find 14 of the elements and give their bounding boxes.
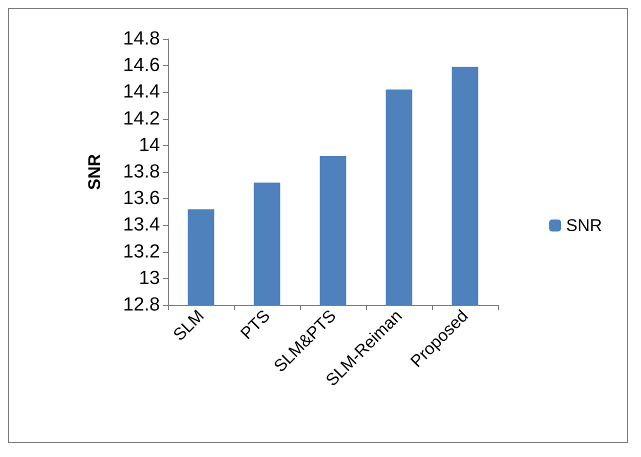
y-tick-label: 13.8 xyxy=(123,162,160,182)
y-tick-label: 13 xyxy=(138,268,160,289)
y-tick-label: 14 xyxy=(138,134,160,156)
y-tick-label: 14.6 xyxy=(123,55,160,76)
legend-label: SNR xyxy=(566,216,602,235)
y-tick-label: 12.8 xyxy=(123,294,160,316)
y-tick-label: 13.6 xyxy=(123,188,160,210)
y-tick-label: 14.8 xyxy=(123,28,160,50)
y-axis-title: SNR xyxy=(85,154,104,190)
x-tick-label: PTS xyxy=(236,306,274,344)
y-tick-label: 13.2 xyxy=(123,241,160,262)
y-tick-label: 14.4 xyxy=(123,82,160,103)
y-tick-label: 13.4 xyxy=(123,214,160,236)
y-tick-label: 14.2 xyxy=(123,108,160,130)
